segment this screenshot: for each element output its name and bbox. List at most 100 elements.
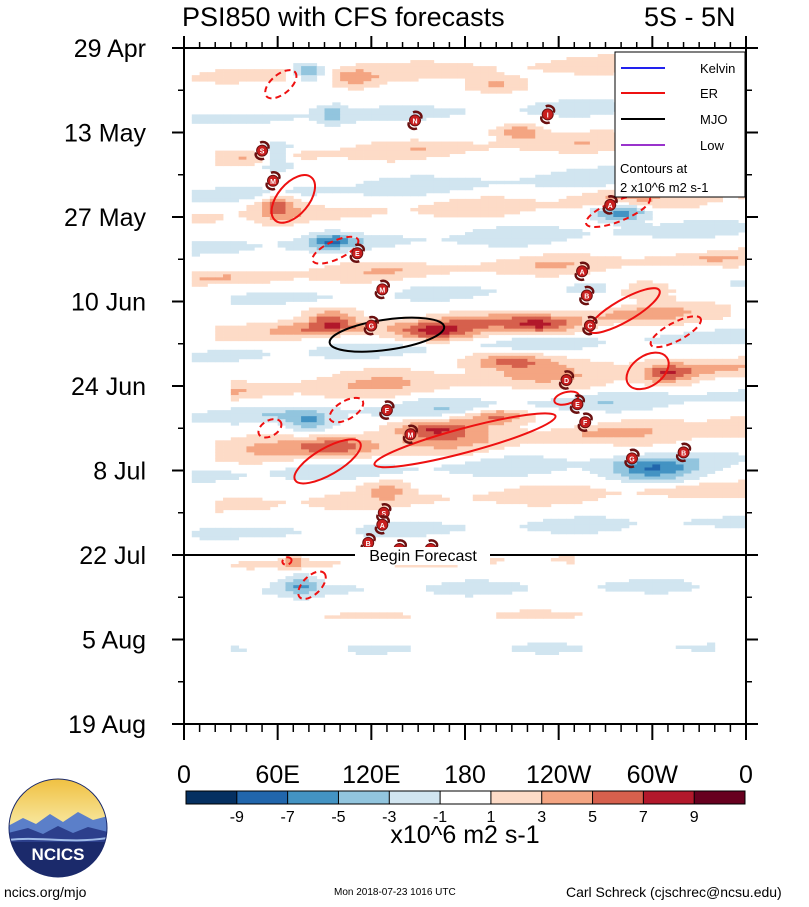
heatmap-cell xyxy=(379,180,388,185)
heatmap-cell xyxy=(660,283,669,287)
heatmap-cell xyxy=(394,367,403,372)
heatmap-cell xyxy=(550,491,560,496)
heatmap-cell xyxy=(480,87,489,91)
heatmap-cell xyxy=(504,81,513,85)
heatmap-cell xyxy=(246,440,255,444)
heatmap-cell xyxy=(589,364,599,369)
heatmap-cell xyxy=(488,262,497,266)
heatmap-cell xyxy=(480,75,489,79)
heatmap-cell xyxy=(410,349,419,354)
heatmap-cell xyxy=(262,328,271,333)
heatmap-cell xyxy=(394,392,403,396)
heatmap-cell xyxy=(480,431,489,435)
heatmap-cell xyxy=(215,449,224,453)
heatmap-cell xyxy=(605,217,614,221)
heatmap-cell xyxy=(582,99,591,103)
heatmap-cell xyxy=(215,331,224,336)
heatmap-cell xyxy=(238,337,247,342)
heatmap-cell xyxy=(223,328,232,333)
heatmap-cell xyxy=(394,177,403,182)
heatmap-cell xyxy=(496,373,505,378)
heatmap-cell xyxy=(714,428,723,432)
heatmap-cell xyxy=(628,198,638,203)
heatmap-cell xyxy=(582,60,591,64)
heatmap-cell xyxy=(589,105,599,109)
heatmap-cell xyxy=(558,337,567,342)
heatmap-cell xyxy=(738,479,746,483)
heatmap-cell xyxy=(535,358,544,363)
heatmap-cell xyxy=(199,250,208,254)
heatmap-cell xyxy=(558,138,567,142)
heatmap-cell xyxy=(496,494,505,499)
heatmap-cell xyxy=(441,141,450,145)
heatmap-cell xyxy=(675,235,684,239)
heatmap-cell xyxy=(691,337,700,342)
heatmap-cell xyxy=(597,370,606,375)
heatmap-cell xyxy=(511,500,521,505)
heatmap-cell xyxy=(207,476,216,480)
heatmap-cell xyxy=(597,313,606,317)
heatmap-cell xyxy=(215,117,224,121)
heatmap-cell xyxy=(621,223,630,227)
heatmap-cell xyxy=(605,111,614,115)
heatmap-cell xyxy=(293,274,302,278)
heatmap-cell xyxy=(425,404,435,408)
heatmap-cell xyxy=(449,464,458,468)
heatmap-cell xyxy=(613,229,622,233)
heatmap-cell xyxy=(488,204,497,209)
heatmap-cell xyxy=(550,171,560,176)
heatmap-cell xyxy=(738,515,746,520)
heatmap-cell xyxy=(316,213,325,218)
heatmap-cell xyxy=(465,422,474,426)
heatmap-cell xyxy=(480,422,489,426)
heatmap-cell xyxy=(457,235,466,239)
heatmap-cell xyxy=(636,392,645,396)
heatmap-cell xyxy=(355,382,364,387)
heatmap-cell xyxy=(574,322,583,327)
heatmap-cell xyxy=(441,434,450,438)
heatmap-cell xyxy=(480,382,489,387)
heatmap-cell xyxy=(465,470,474,474)
heatmap-cell xyxy=(441,407,450,411)
heatmap-cell xyxy=(652,229,661,233)
heatmap-cell xyxy=(558,401,567,405)
heatmap-cell xyxy=(480,183,489,188)
heatmap-cell xyxy=(238,156,247,161)
heatmap-cell xyxy=(660,488,669,493)
heatmap-cell xyxy=(199,274,208,278)
heatmap-cell xyxy=(699,262,708,266)
heatmap-cell xyxy=(699,458,708,462)
heatmap-cell xyxy=(449,180,458,185)
heatmap-cell xyxy=(582,376,591,381)
heatmap-cell xyxy=(386,150,396,155)
heatmap-cell xyxy=(340,382,349,387)
heatmap-cell xyxy=(215,440,224,444)
heatmap-cell xyxy=(371,434,380,438)
heatmap-cell xyxy=(496,241,505,245)
heatmap-cell xyxy=(402,485,411,490)
heatmap-cell xyxy=(722,250,731,254)
heatmap-cell xyxy=(285,416,294,420)
heatmap-cell xyxy=(433,180,442,185)
heatmap-cell xyxy=(441,379,450,384)
heatmap-cell xyxy=(433,376,442,381)
heatmap-cell xyxy=(480,334,489,339)
heatmap-cell xyxy=(535,313,544,317)
heatmap-cell xyxy=(613,428,622,432)
heatmap-cell xyxy=(418,262,427,266)
heatmap-cell xyxy=(535,485,544,490)
heatmap-cell xyxy=(285,382,294,387)
heatmap-cell xyxy=(535,66,544,70)
heatmap-cell xyxy=(543,494,552,499)
heatmap-cell xyxy=(223,497,232,502)
heatmap-cell xyxy=(535,147,544,152)
heatmap-cell xyxy=(386,180,396,185)
heatmap-cell xyxy=(699,464,708,468)
heatmap-cell xyxy=(691,204,700,209)
heatmap-cell xyxy=(254,455,263,459)
heatmap-cell xyxy=(285,223,294,227)
heatmap-cell xyxy=(418,204,427,209)
heatmap-cell xyxy=(425,289,435,293)
heatmap-cell xyxy=(308,108,318,112)
heatmap-cell xyxy=(379,147,388,152)
